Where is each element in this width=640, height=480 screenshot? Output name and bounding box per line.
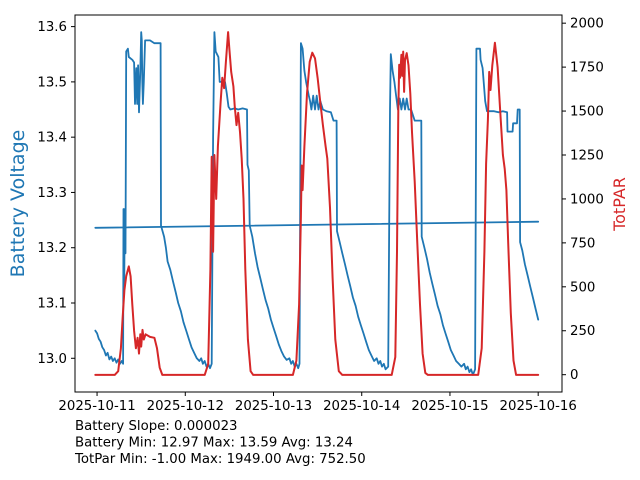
y-left-tick-label: 13.3 [37, 186, 67, 201]
plot-border [74, 14, 563, 393]
x-tick-label: 2025-10-11 [58, 399, 135, 414]
battery-trend-line [94, 220, 540, 229]
y-right-tick-label: 0 [570, 368, 578, 383]
stats-line-battery-minmax: Battery Min: 12.97 Max: 13.59 Avg: 13.24 [75, 436, 353, 451]
series-layer [94, 31, 540, 376]
totpar-line [94, 31, 540, 376]
x-tick-label: 2025-10-12 [147, 399, 224, 414]
y-right-tick-label: 500 [570, 280, 595, 295]
y-right-tick-label: 250 [570, 324, 595, 339]
y-left-tick-label: 13.0 [37, 352, 67, 367]
y-right-tick-label: 1750 [570, 61, 604, 76]
x-tick-label: 2025-10-13 [235, 399, 312, 414]
stats-line-battery-slope: Battery Slope: 0.000023 [75, 419, 237, 434]
y-left-tick-label: 13.5 [37, 75, 67, 90]
y-right-tick-label: 750 [570, 236, 595, 251]
y-right-tick-label: 1000 [570, 192, 604, 207]
right-axis-label: TotPAR [610, 177, 629, 232]
left-axis-label: Battery Voltage [7, 130, 29, 278]
y-left-tick-label: 13.4 [37, 131, 67, 146]
y-left-tick-label: 13.1 [37, 297, 67, 312]
y-right-tick-label: 1500 [570, 105, 604, 120]
y-right-tick-label: 2000 [570, 17, 604, 32]
x-tick-label: 2025-10-15 [411, 399, 488, 414]
battery-voltage-line [94, 31, 540, 376]
axis-layer: 2025-10-11 2025-10-12 2025-10-13 2025-10-14… [37, 17, 603, 414]
y-right-tick-label: 1250 [570, 148, 604, 163]
stats-line-totpar-minmax: TotPar Min: -1.00 Max: 1949.00 Avg: 752.… [74, 452, 366, 467]
x-tick-label: 2025-10-14 [323, 399, 400, 414]
y-left-tick-label: 13.6 [37, 20, 67, 35]
x-tick-label: 2025-10-16 [500, 399, 577, 414]
y-left-tick-label: 13.2 [37, 241, 67, 256]
